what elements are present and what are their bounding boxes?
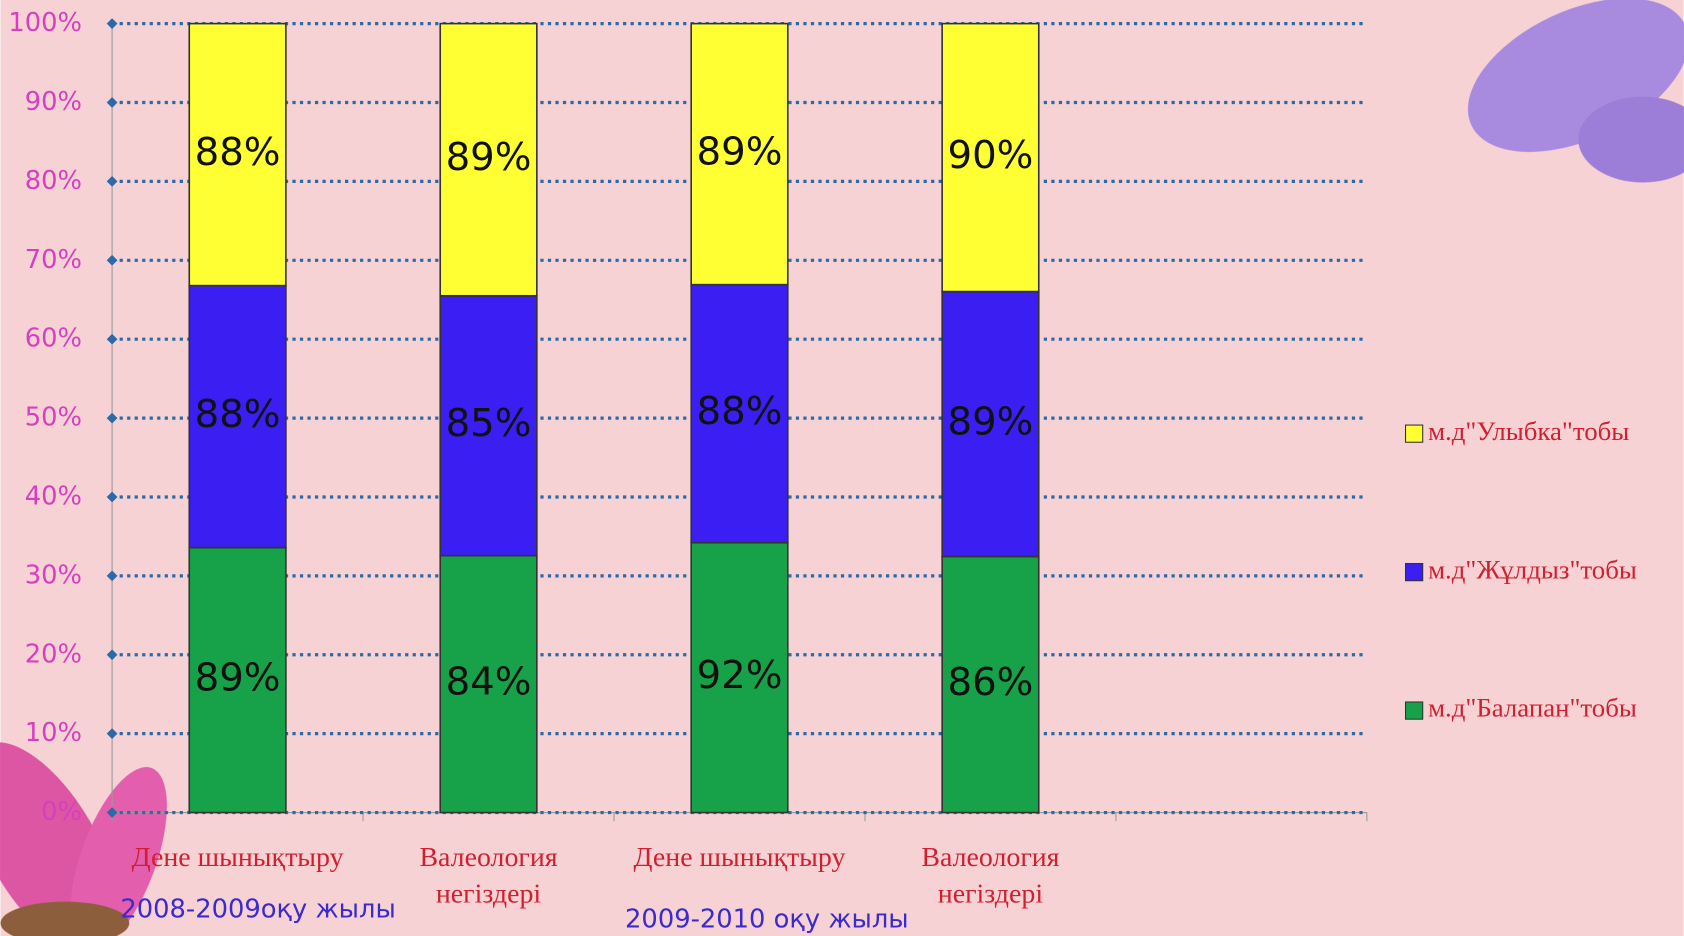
y-tick-label: 60% — [25, 324, 82, 354]
data-label: 86% — [948, 660, 1034, 705]
bar-segment — [188, 22, 287, 287]
y-tick-label: 70% — [25, 245, 82, 275]
data-label: 84% — [446, 660, 532, 705]
y-tick-marker — [106, 412, 118, 424]
bar-segment — [690, 283, 789, 544]
y-tick-marker — [106, 97, 118, 108]
bar-segment — [941, 290, 1040, 558]
x-tick-label: Валеология негіздері — [921, 842, 1059, 909]
legend-label: м.д"Жұлдыз"тобы — [1428, 554, 1637, 584]
data-label: 89% — [195, 656, 281, 701]
y-tick-label: 10% — [25, 718, 82, 748]
y-tick-label: 40% — [25, 481, 82, 511]
bar-segment — [188, 546, 287, 814]
data-label: 89% — [697, 130, 783, 175]
x-tick-label: Дене шынықтыру — [634, 842, 846, 873]
data-label: 88% — [195, 130, 281, 175]
y-tick-label: 0% — [41, 797, 82, 827]
legend-swatch — [1404, 701, 1424, 720]
y-tick-label: 100% — [8, 8, 82, 38]
bar-segment — [690, 22, 789, 286]
y-tick-label: 30% — [25, 560, 82, 590]
data-label: 89% — [948, 400, 1034, 445]
y-tick-marker — [106, 728, 118, 740]
bar-segment — [439, 294, 538, 557]
bar-segment — [439, 22, 538, 297]
y-tick-label: 90% — [25, 87, 82, 117]
legend-label: м.д"Балапан"тобы — [1428, 693, 1637, 723]
x-tick-label: Дене шынықтыру — [132, 842, 344, 873]
data-label: 90% — [948, 133, 1034, 178]
data-label: 88% — [195, 392, 281, 437]
group-label: 2009-2010 оқу жылы — [625, 904, 909, 934]
legend-swatch — [1404, 562, 1424, 582]
data-label: 92% — [697, 653, 783, 698]
data-label: 89% — [446, 135, 532, 180]
legend-swatch — [1404, 424, 1424, 443]
y-tick-label: 20% — [25, 639, 82, 669]
legend-label: м.д"Улыбка"тобы — [1428, 416, 1629, 446]
y-tick-marker — [106, 18, 118, 29]
y-tick-marker — [106, 254, 118, 266]
group-label: 2008-2009оқу жылы — [120, 895, 395, 925]
y-tick-label: 80% — [25, 166, 82, 196]
bar-segment — [941, 22, 1040, 293]
y-tick-label: 50% — [25, 403, 82, 433]
data-label: 88% — [697, 389, 783, 434]
bar-segment — [188, 284, 287, 549]
data-label: 85% — [446, 401, 532, 446]
y-tick-marker — [106, 176, 118, 187]
bar-segment — [941, 555, 1040, 814]
bar-segment — [439, 554, 538, 814]
x-tick-label: Валеология негіздері — [419, 842, 557, 909]
bar-segment — [690, 541, 789, 814]
